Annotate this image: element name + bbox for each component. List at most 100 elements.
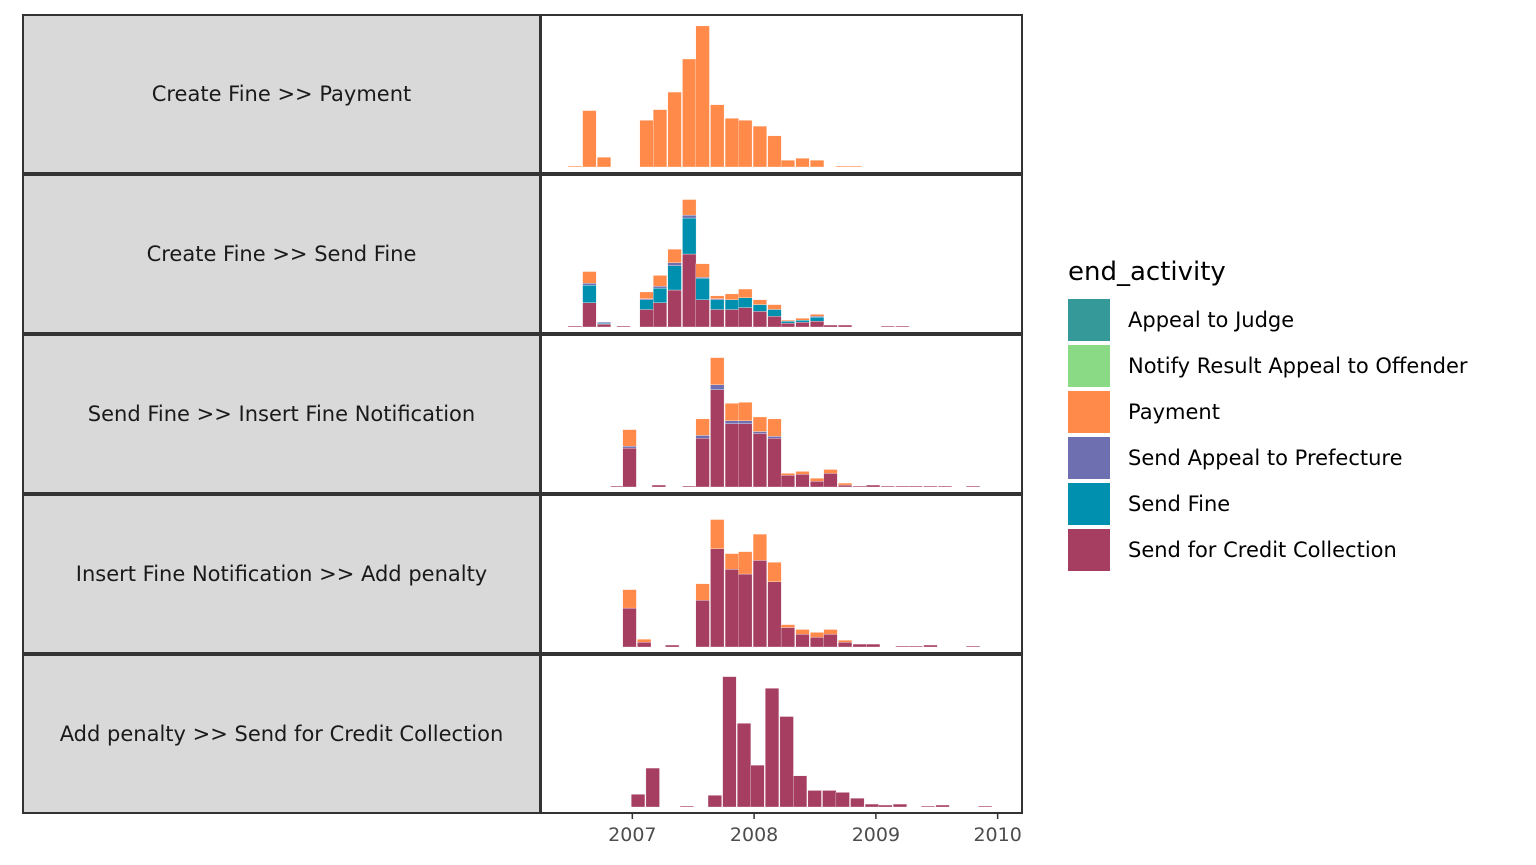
panel-border: [540, 494, 1023, 654]
histogram-bar: [810, 637, 825, 648]
histogram-bar: [682, 214, 697, 219]
legend-title: end_activity: [1068, 257, 1226, 287]
histogram-bar: [738, 573, 753, 648]
histogram-bar: [622, 607, 637, 648]
histogram-bar: [795, 629, 810, 635]
histogram-bar: [710, 104, 725, 168]
histogram-bar: [767, 135, 782, 168]
histogram-bar: [695, 583, 710, 601]
histogram-bar: [724, 423, 739, 488]
histogram-bar: [864, 803, 879, 808]
facet-strip-label: Create Fine >> Payment: [152, 82, 412, 106]
histogram-bar: [767, 436, 782, 439]
histogram-bar: [682, 253, 697, 328]
histogram-bar: [767, 418, 782, 437]
histogram-bar: [795, 321, 810, 328]
histogram-bar: [838, 482, 853, 486]
histogram-bar: [616, 325, 631, 328]
panel-background: [541, 175, 1022, 333]
histogram-bar: [923, 485, 938, 488]
histogram-bar: [795, 474, 810, 488]
histogram-bar: [724, 118, 739, 168]
histogram-bar: [810, 481, 825, 488]
histogram-bar: [667, 91, 682, 168]
x-tick-label: 2009: [852, 824, 900, 846]
legend-key: [1068, 391, 1110, 433]
histogram-bar: [707, 795, 722, 808]
facet-panel: Create Fine >> Payment: [22, 14, 1023, 174]
histogram-bar: [724, 293, 739, 300]
histogram-bar: [682, 58, 697, 168]
legend-key: [1068, 483, 1110, 525]
histogram-bar: [852, 643, 867, 648]
histogram-bar: [724, 553, 739, 570]
histogram-bar: [710, 384, 725, 390]
histogram-bar: [878, 804, 893, 808]
histogram-bar: [645, 767, 660, 808]
histogram-bar: [793, 775, 808, 808]
histogram-bar: [779, 716, 794, 808]
histogram-bar: [908, 485, 923, 488]
histogram-bar: [597, 323, 611, 328]
histogram-bar: [767, 581, 782, 648]
panel-border: [540, 654, 1023, 814]
legend-key: [1068, 529, 1110, 571]
histogram-bar: [780, 322, 795, 328]
panel-background: [541, 15, 1022, 173]
legend-entry: Notify Result Appeal to Offender: [1068, 345, 1468, 387]
legend-label: Send for Credit Collection: [1128, 538, 1397, 562]
histogram-bar: [724, 299, 739, 310]
histogram-bar: [838, 641, 853, 648]
histogram-bar: [823, 473, 838, 488]
histogram-bar: [622, 447, 637, 488]
histogram-bar: [795, 318, 810, 321]
histogram-bar: [622, 589, 637, 609]
histogram-bar: [582, 271, 597, 284]
histogram-bar: [852, 485, 867, 488]
histogram-bar: [724, 403, 739, 421]
histogram-bar: [866, 643, 881, 648]
panel-border: [540, 334, 1023, 494]
histogram-bar: [895, 645, 910, 648]
histogram-bar: [966, 645, 980, 648]
histogram-bar: [737, 723, 752, 808]
histogram-bar: [738, 420, 753, 424]
histogram-bar: [710, 548, 725, 648]
facet-strip-label: Add penalty >> Send for Credit Collectio…: [60, 722, 504, 746]
histogram-bar: [780, 624, 795, 628]
histogram-bar: [639, 291, 654, 299]
histogram-bar: [795, 471, 810, 475]
legend-label: Notify Result Appeal to Offender: [1128, 354, 1468, 378]
legend-key: [1068, 437, 1110, 479]
histogram-bar: [752, 560, 767, 648]
histogram-bar: [752, 431, 767, 434]
histogram-bar: [847, 165, 862, 168]
histogram-bar: [653, 285, 667, 289]
legend-label: Appeal to Judge: [1128, 308, 1294, 332]
histogram-bar: [738, 423, 753, 488]
histogram-bar: [795, 158, 810, 168]
histogram-bar: [695, 299, 710, 328]
legend-key: [1068, 299, 1110, 341]
histogram-bar: [682, 199, 697, 216]
histogram-bar: [752, 299, 767, 305]
histogram-bar: [710, 309, 725, 328]
histogram-bar: [795, 634, 810, 648]
histogram-bar: [780, 160, 795, 168]
histogram-bar: [637, 639, 652, 643]
histogram-bar: [810, 632, 825, 638]
histogram-bar: [695, 418, 710, 436]
histogram-bar: [582, 283, 597, 286]
histogram-bar: [738, 288, 753, 298]
histogram-bar: [639, 120, 654, 168]
histogram-bar: [738, 120, 753, 168]
histogram-bar: [767, 309, 782, 317]
facet-strip-label: Send Fine >> Insert Fine Notification: [88, 402, 475, 426]
histogram-bar: [567, 325, 582, 328]
legend-entry: Send Fine: [1068, 483, 1230, 525]
histogram-bar: [835, 792, 850, 808]
histogram-bar: [724, 309, 739, 328]
histogram-bar: [724, 420, 739, 424]
histogram-bar: [710, 357, 725, 385]
histogram-bar: [920, 805, 935, 808]
